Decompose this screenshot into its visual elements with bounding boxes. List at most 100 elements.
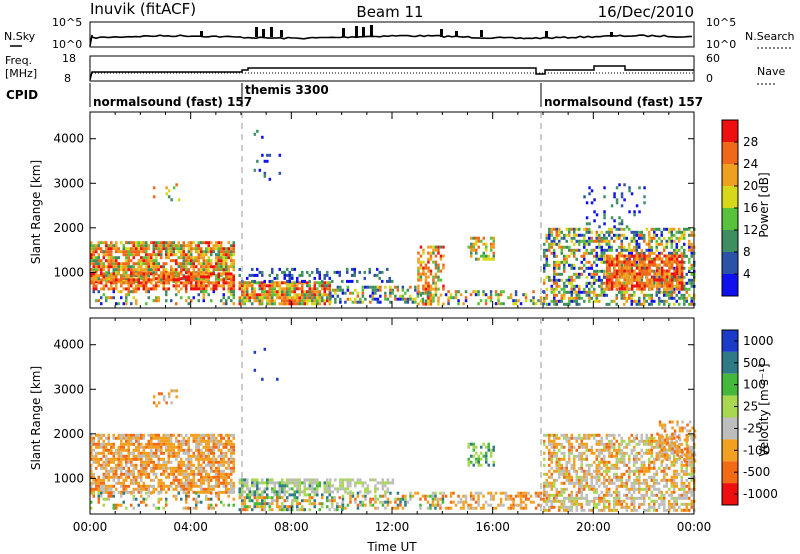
- heatmap-cell: [132, 448, 135, 452]
- heatmap-cell: [653, 275, 656, 279]
- heatmap-cell: [690, 302, 693, 306]
- heatmap-cell: [655, 275, 659, 279]
- heatmap-cell: [384, 297, 387, 301]
- heatmap-cell: [155, 436, 158, 440]
- heatmap-cell: [565, 469, 568, 473]
- heatmap-cell: [635, 275, 639, 279]
- heatmap-cell: [207, 436, 210, 440]
- heatmap-cell: [243, 496, 246, 500]
- heatmap-cell: [374, 494, 377, 498]
- heatmap-cell: [497, 503, 500, 507]
- heatmap-cell: [598, 442, 601, 446]
- heatmap-cell: [142, 460, 145, 464]
- heatmap-cell: [625, 248, 628, 252]
- heatmap-cell: [638, 260, 641, 264]
- heatmap-cell: [271, 284, 274, 288]
- heatmap-cell: [548, 454, 551, 458]
- heatmap-cell: [202, 454, 205, 458]
- heatmap-cell: [298, 481, 301, 485]
- heatmap-cell: [281, 290, 284, 294]
- heatmap-cell: [115, 487, 118, 491]
- heatmap-cell: [432, 299, 435, 303]
- heatmap-cell: [185, 500, 188, 504]
- heatmap-cell: [449, 296, 453, 300]
- heatmap-cell: [633, 275, 636, 279]
- heatmap-cell: [303, 481, 306, 485]
- heatmap-cell: [376, 481, 380, 485]
- heatmap-cell: [190, 484, 193, 488]
- heatmap-cell: [472, 448, 475, 452]
- heatmap-cell: [573, 460, 576, 464]
- heatmap-cell: [690, 263, 693, 267]
- heatmap-cell: [308, 290, 311, 294]
- heatmap-cell: [230, 490, 233, 494]
- heatmap-cell: [97, 487, 100, 491]
- heatmap-cell: [437, 275, 440, 279]
- heatmap-cell: [97, 277, 100, 281]
- heatmap-cell: [467, 442, 470, 446]
- heatmap-cell: [127, 466, 130, 470]
- heatmap-cell: [613, 257, 616, 261]
- heatmap-cell: [618, 236, 621, 240]
- heatmap-cell: [658, 257, 661, 261]
- heatmap-cell: [628, 210, 631, 214]
- heatmap-cell: [105, 466, 108, 470]
- heatmap-cell: [253, 493, 256, 497]
- heatmap-cell: [439, 269, 443, 273]
- heatmap-cell: [432, 251, 435, 255]
- heatmap-cell: [447, 290, 450, 294]
- heatmap-cell: [137, 275, 140, 279]
- heatmap-cell: [217, 262, 220, 266]
- heatmap-cell: [120, 484, 123, 488]
- heatmap-cell: [356, 279, 359, 283]
- heatmap-cell: [399, 503, 402, 507]
- heatmap-cell: [625, 290, 628, 294]
- heatmap-cell: [595, 213, 599, 217]
- heatmap-cell: [643, 272, 646, 276]
- heatmap-cell: [127, 250, 130, 254]
- heatmap-cell: [197, 484, 200, 488]
- heatmap-cell: [170, 445, 173, 449]
- heatmap-cell: [177, 290, 180, 294]
- heatmap-cell: [585, 472, 588, 476]
- heatmap-cell: [261, 270, 264, 274]
- heatmap-cell: [132, 296, 135, 300]
- heatmap-cell: [147, 290, 150, 294]
- heatmap-cell: [565, 478, 568, 482]
- heatmap-cell: [142, 272, 145, 276]
- freq-label: Freq.: [5, 54, 32, 67]
- heatmap-cell: [334, 300, 337, 304]
- heatmap-cell: [256, 478, 259, 482]
- heatmap-cell: [598, 475, 601, 479]
- heatmap-cell: [673, 302, 676, 306]
- heatmap-cell: [553, 439, 556, 443]
- heatmap-cell: [100, 268, 103, 272]
- heatmap-cell: [548, 481, 551, 485]
- heatmap-cell: [643, 296, 646, 300]
- heatmap-cell: [200, 272, 203, 276]
- heatmap-cell: [197, 451, 200, 455]
- heatmap-cell: [192, 247, 195, 251]
- heatmap-cell: [222, 445, 225, 449]
- colorbar-tick-label: 20: [743, 179, 758, 193]
- colorbar-tick-label: 28: [743, 135, 758, 149]
- heatmap-cell: [107, 244, 110, 248]
- heatmap-cell: [590, 451, 593, 455]
- heatmap-cell: [115, 472, 118, 476]
- heatmap-cell: [600, 281, 603, 285]
- heatmap-cell: [620, 239, 623, 243]
- heatmap-cell: [180, 457, 183, 461]
- heatmap-cell: [351, 273, 354, 277]
- heatmap-cell: [205, 497, 208, 501]
- heatmap-cell: [361, 291, 365, 295]
- heatmap-cell: [192, 475, 195, 479]
- heatmap-cell: [422, 287, 425, 291]
- heatmap-cell: [152, 445, 155, 449]
- heatmap-cell: [429, 506, 432, 510]
- heatmap-cell: [344, 300, 347, 304]
- heatmap-cell: [177, 275, 180, 279]
- heatmap-cell: [140, 490, 143, 494]
- heatmap-cell: [600, 251, 603, 255]
- heatmap-cell: [263, 505, 266, 509]
- heatmap-cell: [230, 484, 233, 488]
